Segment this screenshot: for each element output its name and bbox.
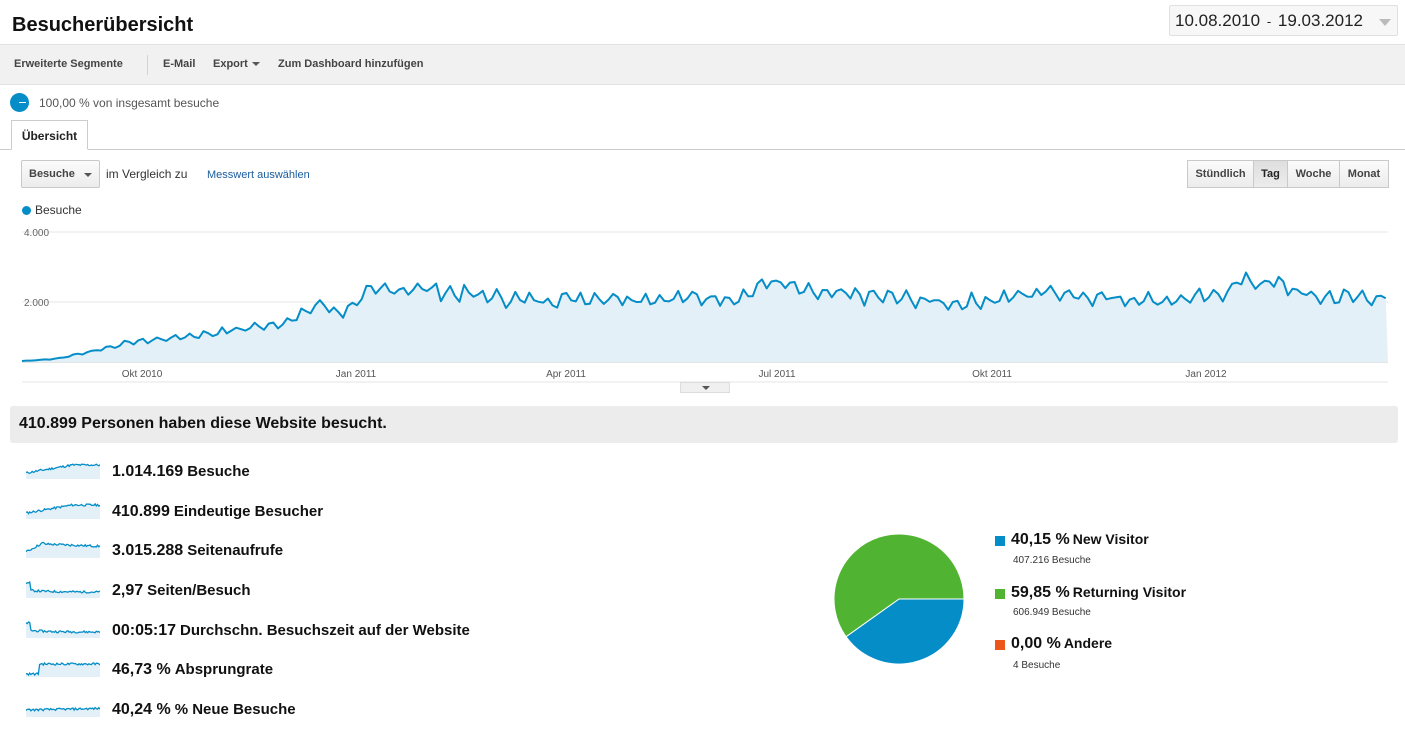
tab-divider — [0, 149, 1405, 150]
pie-sub-other: 4 Besuche — [1013, 660, 1061, 671]
granularity-hourly-button[interactable]: Stündlich — [1187, 160, 1254, 188]
legend-swatch-other — [995, 640, 1005, 650]
granularity-day-button[interactable]: Tag — [1253, 160, 1288, 188]
summary-bar: 410.899 Personen haben diese Website bes… — [10, 406, 1398, 443]
chevron-down-icon — [251, 62, 260, 67]
x-tick-jan-2011: Jan 2011 — [336, 369, 377, 380]
chevron-down-icon — [84, 173, 92, 177]
select-metric-link[interactable]: Messwert auswählen — [207, 169, 310, 181]
metric-value: 410.899 — [112, 503, 170, 520]
visits-line — [21, 271, 1387, 362]
sparkline — [26, 621, 100, 638]
legend-dot — [22, 206, 31, 215]
chart-expand-handle[interactable] — [680, 382, 730, 393]
sparkline-area — [26, 582, 100, 598]
chevron-down-icon — [1379, 19, 1391, 26]
sparkline-line — [26, 621, 100, 634]
legend-swatch-returning-visitor — [995, 589, 1005, 599]
toolbar-divider — [147, 55, 148, 75]
pie-name-other: Andere — [1063, 635, 1113, 651]
metric-value: 00:05:17 — [112, 622, 177, 639]
sparkline — [26, 661, 100, 677]
pie-slice-new-visitor[interactable] — [845, 598, 965, 665]
legend-label: Besuche — [35, 203, 82, 217]
metric-value: 46,73 % — [112, 661, 171, 678]
visits-area — [22, 272, 1388, 362]
metric-select[interactable]: Besuche — [21, 160, 100, 188]
sparkline — [26, 463, 100, 479]
summary-headline: 410.899 Personen haben diese Website bes… — [19, 415, 387, 432]
pie-name-returning-visitor: Returning Visitor — [1072, 584, 1187, 600]
y-tick-2000: 2.000 — [24, 298, 49, 309]
sparkline-line — [26, 706, 100, 712]
tab-overview[interactable]: Übersicht — [11, 120, 88, 150]
sparkline-area — [26, 622, 100, 638]
pie-pct-new-visitor: 40,15 % — [1011, 531, 1070, 548]
sparkline-area — [26, 503, 100, 519]
metric-value: 2,97 — [112, 582, 144, 599]
pie-name-new-visitor: New Visitor — [1072, 531, 1149, 547]
email-button[interactable]: E-Mail — [163, 58, 196, 70]
date-separator: - — [1266, 14, 1272, 29]
pie-sub-returning-visitor: 606.949 Besuche — [1013, 607, 1091, 618]
x-tick-apr-2011: Apr 2011 — [546, 369, 586, 380]
metric-value: 3.015.288 — [112, 542, 184, 559]
legend-swatch-new-visitor — [995, 536, 1005, 546]
metric-label: Besuche — [187, 463, 250, 480]
sparkline — [26, 581, 100, 598]
metric-label: Seiten/Besuch — [147, 582, 251, 599]
toolbar: Erweiterte Segmente E-Mail Export Zum Da… — [0, 44, 1405, 85]
granularity-month-button[interactable]: Monat — [1339, 160, 1389, 188]
sparkline — [26, 541, 100, 558]
page-title: Besucherübersicht — [12, 14, 194, 36]
segment-text: 100,00 % von insgesamt besuche — [39, 96, 220, 110]
export-label: Export — [213, 58, 248, 70]
date-start: 10.08.2010 — [1175, 11, 1261, 30]
pie-pct-other: 0,00 % — [1011, 635, 1061, 652]
sparkline-area — [26, 542, 100, 558]
sparkline-line — [26, 502, 100, 515]
advanced-segments-button[interactable]: Erweiterte Segmente — [14, 58, 123, 70]
sparkline-line — [26, 541, 100, 553]
visitor-type-pie-chart — [833, 533, 965, 665]
export-button[interactable]: Export — [213, 58, 260, 70]
add-dashboard-button[interactable]: Zum Dashboard hinzufügen — [278, 58, 424, 70]
metric-select-label: Besuche — [29, 168, 75, 180]
date-end: 19.03.2012 — [1277, 11, 1363, 30]
pie-sub-new-visitor: 407.216 Besuche — [1013, 555, 1091, 566]
segment-pie-icon[interactable] — [10, 93, 29, 112]
sparkline — [26, 706, 100, 717]
x-tick-jul-2011: Jul 2011 — [758, 369, 796, 380]
metric-value: 1.014.169 — [112, 463, 184, 480]
sparkline-line — [26, 661, 100, 677]
sparkline-area — [26, 663, 100, 677]
metric-label: Eindeutige Besucher — [173, 503, 324, 520]
x-tick-okt-2011: Okt 2011 — [972, 369, 1012, 380]
y-tick-4000: 4.000 — [24, 228, 49, 239]
metric-label: Seitenaufrufe — [187, 542, 284, 559]
pie-pct-returning-visitor: 59,85 % — [1011, 584, 1070, 601]
metric-label: % Neue Besuche — [174, 701, 296, 718]
pie-slice-returning-visitor[interactable] — [833, 533, 965, 638]
sparkline-line — [26, 463, 100, 474]
metric-label: Absprungrate — [174, 661, 274, 678]
x-tick-jan-2012: Jan 2012 — [1185, 369, 1227, 380]
date-range-picker[interactable]: 10.08.2010 - 19.03.2012 — [1169, 5, 1398, 36]
metric-value: 40,24 % — [112, 701, 171, 718]
granularity-week-button[interactable]: Woche — [1287, 160, 1340, 188]
visits-line-chart: 4.000 2.000 Okt 2010 Jan 2011 Apr 2011 J… — [21, 228, 1388, 383]
sparkline-line — [26, 581, 100, 594]
metric-label: Durchschn. Besuchszeit auf der Website — [180, 622, 470, 639]
x-tick-okt-2010: Okt 2010 — [122, 369, 163, 380]
sparkline — [26, 502, 100, 519]
sparkline-area — [26, 464, 100, 479]
compare-text: im Vergleich zu — [106, 167, 188, 181]
